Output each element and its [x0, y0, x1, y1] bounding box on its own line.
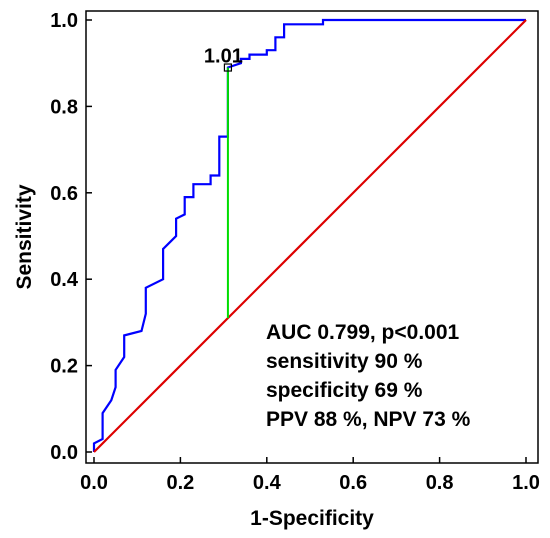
- x-axis-title: 1-Specificity: [250, 507, 374, 530]
- y-tick-label-5: 1.0: [50, 10, 78, 32]
- plot-frame: [85, 10, 539, 464]
- y-axis-title: Sensitivity: [13, 184, 36, 289]
- annotation-ppv-npv: PPV 88 %, NPV 73 %: [266, 408, 471, 431]
- annotation-sensitivity: sensitivity 90 %: [266, 350, 423, 373]
- x-tick-label-4: 0.8: [426, 472, 454, 494]
- stats-annotation: AUC 0.799, p<0.001 sensitivity 90 % spec…: [266, 321, 471, 431]
- reference-diagonal: [93, 19, 527, 453]
- x-tick-label-1: 0.2: [166, 472, 194, 494]
- y-tick-label-2: 0.4: [50, 269, 79, 291]
- cutoff-label: 1.01: [204, 46, 243, 68]
- y-tick-label-0: 0.0: [50, 442, 78, 464]
- y-tick-label-3: 0.6: [50, 183, 78, 205]
- annotation-specificity: specificity 69 %: [266, 379, 423, 402]
- axis-ticks: [86, 19, 527, 463]
- tick-labels: 0.0 0.2 0.4 0.6 0.8 1.0 0.0 0.2 0.4 0.6 0.8 1.0: [50, 10, 540, 494]
- roc-curve: [92, 18, 526, 452]
- y-tick-label-4: 0.8: [50, 96, 78, 118]
- x-tick-label-2: 0.4: [253, 472, 282, 494]
- x-tick-label-0: 0.0: [80, 472, 108, 494]
- cutoff-marker: [223, 63, 233, 72]
- series-group: [92, 18, 527, 453]
- y-tick-label-1: 0.2: [50, 356, 78, 378]
- x-tick-label-3: 0.6: [339, 472, 367, 494]
- x-tick-label-5: 1.0: [512, 472, 540, 494]
- cutoff-group: 1.01: [204, 46, 243, 319]
- annotation-auc: AUC 0.799, p<0.001: [266, 321, 460, 344]
